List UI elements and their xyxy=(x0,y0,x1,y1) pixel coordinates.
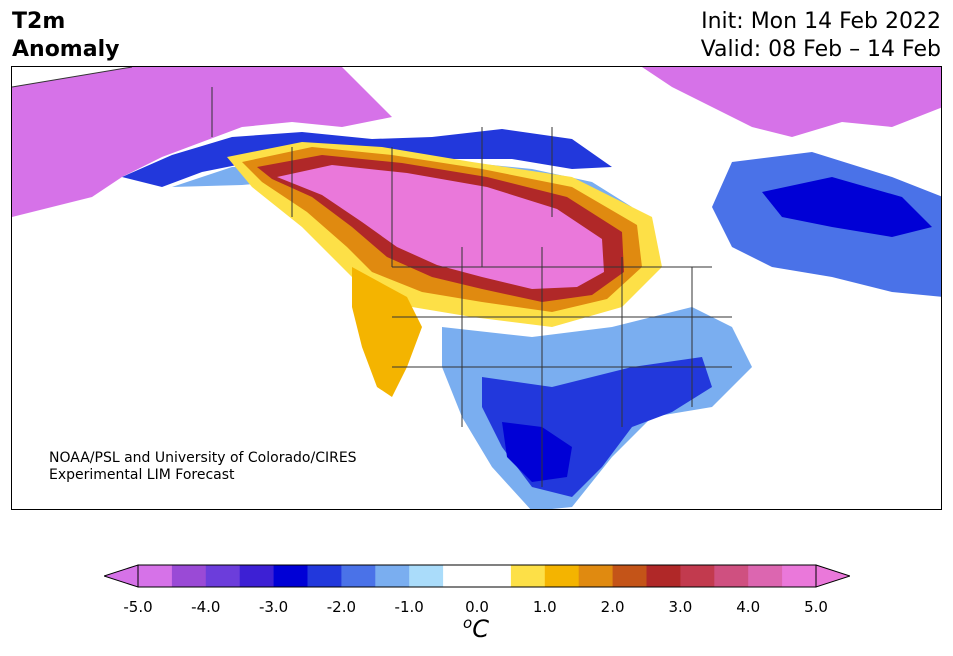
colorbar-swatch xyxy=(612,565,647,587)
title-variable: T2m xyxy=(12,9,66,34)
colorbar-tick-label: 0.0 xyxy=(465,598,489,616)
credit-text: NOAA/PSL and University of Colorado/CIRE… xyxy=(49,450,357,484)
title-type: Anomaly xyxy=(12,37,120,62)
forecast-dates: Init: Mon 14 Feb 2022 Valid: 08 Feb – 14… xyxy=(701,8,941,64)
greenland-cold xyxy=(642,67,941,137)
anomaly-map xyxy=(11,66,942,510)
colorbar-swatch xyxy=(409,565,444,587)
colorbar-outline xyxy=(137,564,817,588)
colorbar-tick-label: -3.0 xyxy=(258,598,289,616)
colorbar-swatch xyxy=(443,565,478,587)
colorbar-arrow-left xyxy=(102,564,139,588)
texas-cold-core xyxy=(502,422,572,482)
colorbar-swatch xyxy=(171,565,207,587)
colorbar-tick-label: -2.0 xyxy=(326,598,357,616)
eastern-canada-core xyxy=(762,177,932,237)
warm-core xyxy=(277,165,604,289)
colorbar xyxy=(102,564,852,592)
colorbar-swatch xyxy=(307,565,342,587)
colorbar-swatch xyxy=(748,565,783,587)
credit-line-2: Experimental LIM Forecast xyxy=(49,467,235,483)
colorbar-swatch xyxy=(680,565,715,587)
colorbar-tick-label: -4.0 xyxy=(191,598,221,616)
colorbar-swatch xyxy=(714,565,749,587)
map-canvas xyxy=(12,67,941,509)
colorbar-tick-label: 5.0 xyxy=(804,598,828,616)
boundaries xyxy=(12,67,732,487)
colorbar-swatch xyxy=(375,565,410,587)
unit-degree: o xyxy=(463,614,473,632)
colorbar-swatch xyxy=(510,565,546,587)
colorbar-tick-label: 1.0 xyxy=(532,598,557,616)
colorbar-swatch xyxy=(205,565,241,587)
colorbar-tick-label: -5.0 xyxy=(123,598,153,616)
colorbar-swatch xyxy=(341,565,376,587)
colorbar-swatch xyxy=(138,565,173,587)
colorbar-arrow-right xyxy=(815,564,852,588)
colorbar-swatch xyxy=(578,565,614,587)
colorbar-tick-label: 3.0 xyxy=(668,598,693,616)
colorbar-swatch xyxy=(239,565,275,587)
credit-line-1: NOAA/PSL and University of Colorado/CIRE… xyxy=(49,450,357,466)
map-title: T2m Anomaly xyxy=(12,8,119,64)
init-date: Init: Mon 14 Feb 2022 xyxy=(701,9,941,34)
colorbar-swatch xyxy=(782,565,817,587)
colorbar-tick-label: 4.0 xyxy=(736,598,761,616)
colorbar-tick-label: -1.0 xyxy=(394,598,424,616)
arctic-cold-region xyxy=(12,67,392,217)
colorbar-swatch xyxy=(273,565,308,587)
unit-base: C xyxy=(472,615,489,643)
colorbar-swatch xyxy=(544,565,580,587)
colorbar-svg xyxy=(102,564,852,588)
valid-range: Valid: 08 Feb – 14 Feb xyxy=(700,37,941,62)
west-coast-warm xyxy=(352,267,422,397)
colorbar-swatch xyxy=(646,565,681,587)
colorbar-unit: oC xyxy=(463,614,489,643)
colorbar-tick-label: 2.0 xyxy=(600,598,625,616)
colorbar-swatch xyxy=(477,565,512,587)
